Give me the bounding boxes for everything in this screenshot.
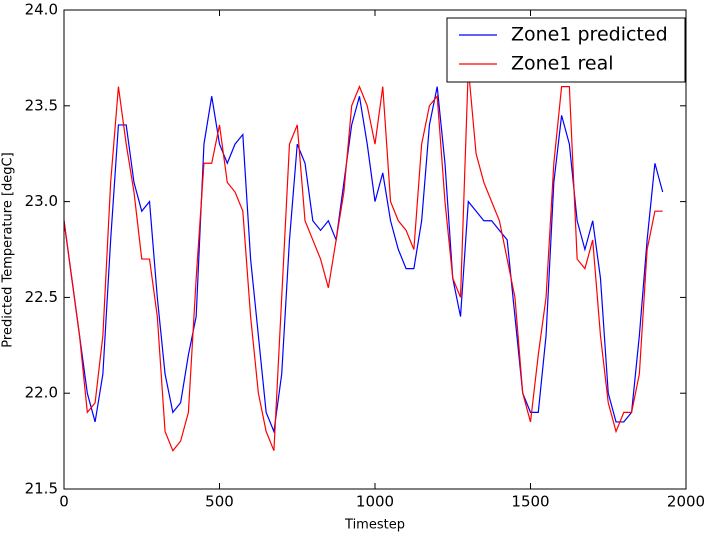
x-tick-label: 0 (59, 493, 69, 511)
y-axis-label: Predicted Temperature [degC] (1, 152, 16, 347)
y-tick-label: 21.5 (25, 480, 58, 498)
x-tick-label: 500 (205, 493, 234, 511)
legend-label: Zone1 real (511, 53, 614, 75)
x-axis-label: Timestep (344, 518, 405, 533)
y-tick-label: 23.5 (25, 96, 58, 114)
y-tick-label: 24.0 (25, 1, 58, 19)
series-line (63, 67, 663, 452)
y-tick-label: 22.0 (25, 384, 58, 402)
legend-label: Zone1 predicted (511, 24, 668, 46)
x-tick-label: 1000 (356, 493, 394, 511)
plot-frame (63, 9, 687, 490)
y-tick-label: 22.5 (25, 288, 58, 306)
x-tick-label: 1500 (511, 493, 549, 511)
legend-box (446, 17, 686, 83)
y-tick-label: 23.0 (25, 192, 58, 210)
series-line (63, 86, 664, 434)
x-tick-label: 2000 (667, 493, 704, 511)
